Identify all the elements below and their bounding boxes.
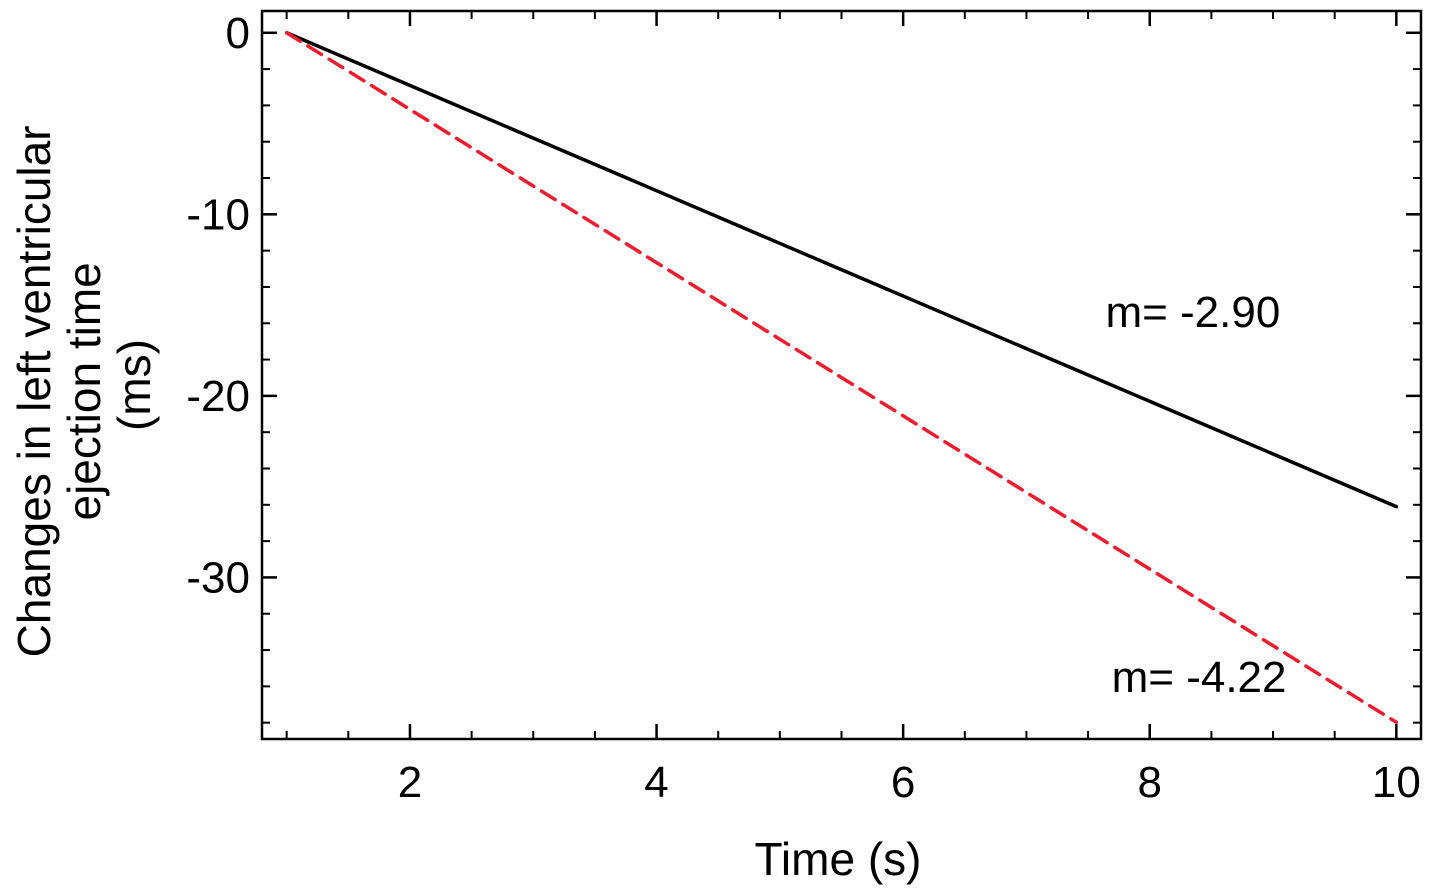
y-axis-title: Changes in left ventricular ejection tim… bbox=[8, 113, 160, 658]
y-axis-title-line-3: (ms) bbox=[108, 339, 160, 431]
tick-labels: 2 4 6 8 10 0 -10 -20 -30 bbox=[186, 9, 1420, 807]
y-tick-label: 0 bbox=[226, 9, 250, 58]
slope-annotation-2: m= -4.22 bbox=[1112, 653, 1287, 702]
axis-ticks bbox=[262, 11, 1421, 739]
y-tick-label: -10 bbox=[186, 190, 250, 239]
series-line-dashed bbox=[284, 31, 1399, 725]
x-axis-title: Time (s) bbox=[755, 833, 922, 885]
x-tick-label: 6 bbox=[891, 758, 915, 807]
y-axis-title-line-2: ejection time bbox=[58, 262, 110, 520]
x-tick-label: 8 bbox=[1138, 758, 1162, 807]
y-tick-label: -30 bbox=[186, 553, 250, 602]
slope-annotation-1: m= -2.90 bbox=[1105, 288, 1280, 337]
y-axis-title-line-1: Changes in left ventricular bbox=[8, 125, 60, 657]
y-tick-label: -20 bbox=[186, 372, 250, 421]
x-tick-label: 4 bbox=[644, 758, 668, 807]
annotations: m= -2.90 m= -4.22 bbox=[1105, 288, 1286, 702]
x-tick-label: 2 bbox=[398, 758, 422, 807]
series-lines bbox=[284, 31, 1399, 725]
x-tick-label: 10 bbox=[1372, 758, 1421, 807]
series-line-solid bbox=[284, 31, 1399, 509]
